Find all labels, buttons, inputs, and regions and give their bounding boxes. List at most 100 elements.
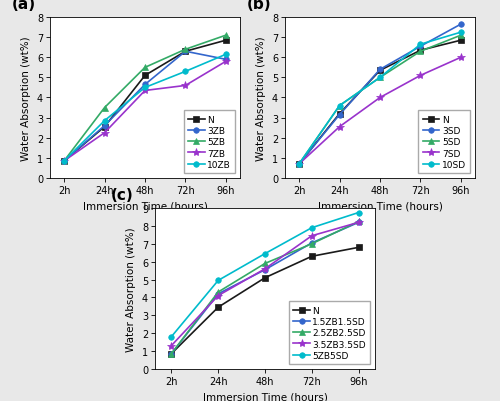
N: [168, 351, 174, 356]
Line: 3SD: 3SD: [296, 22, 464, 167]
Line: 7ZB: 7ZB: [60, 58, 230, 166]
X-axis label: Immersion Time (hours): Immersion Time (hours): [318, 201, 442, 211]
N: [102, 125, 107, 130]
3ZB: [142, 83, 148, 87]
7ZB: [142, 89, 148, 94]
Line: 5ZB: 5ZB: [60, 32, 230, 165]
X-axis label: Immersion Time (hours): Immersion Time (hours): [82, 201, 208, 211]
7SD: [458, 56, 464, 61]
Line: 3.5ZB3.5SD: 3.5ZB3.5SD: [167, 219, 363, 350]
N: [142, 74, 148, 79]
5ZB5SD: [262, 251, 268, 256]
7SD: [296, 162, 302, 167]
5SD: [418, 50, 424, 55]
Legend: N, 3SD, 5SD, 7SD, 10SD: N, 3SD, 5SD, 7SD, 10SD: [418, 111, 470, 174]
10ZB: [182, 70, 188, 75]
1.5ZB1.5SD: [262, 267, 268, 272]
1.5ZB1.5SD: [309, 241, 315, 246]
5ZB: [142, 66, 148, 71]
2.5ZB2.5SD: [215, 290, 221, 295]
Line: 1.5ZB1.5SD: 1.5ZB1.5SD: [168, 220, 362, 356]
5ZB5SD: [215, 278, 221, 283]
Legend: N, 1.5ZB1.5SD, 2.5ZB2.5SD, 3.5ZB3.5SD, 5ZB5SD: N, 1.5ZB1.5SD, 2.5ZB2.5SD, 3.5ZB3.5SD, 5…: [289, 302, 370, 365]
3.5ZB3.5SD: [215, 294, 221, 298]
10SD: [377, 76, 383, 81]
Y-axis label: Water Absorption (wt%): Water Absorption (wt%): [256, 36, 266, 160]
N: [418, 49, 424, 53]
5ZB: [61, 159, 67, 164]
3SD: [377, 68, 383, 73]
10SD: [336, 104, 342, 109]
Line: N: N: [168, 245, 362, 356]
2.5ZB2.5SD: [356, 219, 362, 224]
N: [296, 162, 302, 167]
Text: (c): (c): [111, 187, 134, 202]
5ZB: [182, 48, 188, 53]
Text: (a): (a): [12, 0, 36, 12]
3SD: [418, 45, 424, 49]
Line: N: N: [62, 38, 228, 164]
5SD: [458, 34, 464, 38]
5ZB5SD: [309, 226, 315, 231]
3.5ZB3.5SD: [262, 267, 268, 271]
N: [61, 159, 67, 164]
1.5ZB1.5SD: [215, 292, 221, 296]
7SD: [377, 96, 383, 101]
7ZB: [61, 159, 67, 164]
1.5ZB1.5SD: [168, 351, 174, 356]
N: [182, 50, 188, 55]
10ZB: [142, 86, 148, 91]
3.5ZB3.5SD: [168, 343, 174, 348]
2.5ZB2.5SD: [262, 261, 268, 266]
7ZB: [102, 131, 107, 136]
Line: 7SD: 7SD: [295, 54, 465, 168]
7SD: [336, 125, 342, 130]
2.5ZB2.5SD: [309, 242, 315, 247]
Y-axis label: Water Absorption (wt%): Water Absorption (wt%): [21, 36, 32, 160]
2.5ZB2.5SD: [168, 351, 174, 356]
N: [458, 38, 464, 43]
3.5ZB3.5SD: [356, 221, 362, 225]
3.5ZB3.5SD: [309, 234, 315, 239]
N: [262, 275, 268, 280]
5SD: [336, 104, 342, 109]
10ZB: [223, 53, 229, 57]
Line: 10ZB: 10ZB: [62, 53, 228, 164]
7ZB: [182, 84, 188, 89]
X-axis label: Immersion Time (hours): Immersion Time (hours): [202, 391, 328, 401]
3ZB: [223, 58, 229, 63]
5ZB: [223, 34, 229, 38]
10ZB: [61, 159, 67, 164]
3SD: [336, 113, 342, 118]
Line: 5ZB5SD: 5ZB5SD: [168, 210, 362, 340]
3ZB: [182, 50, 188, 55]
N: [377, 69, 383, 73]
7ZB: [223, 60, 229, 65]
N: [223, 38, 229, 43]
Line: 10SD: 10SD: [296, 30, 464, 167]
Legend: N, 3ZB, 5ZB, 7ZB, 10ZB: N, 3ZB, 5ZB, 7ZB, 10ZB: [184, 111, 236, 174]
Line: 3ZB: 3ZB: [62, 49, 228, 164]
Line: 2.5ZB2.5SD: 2.5ZB2.5SD: [168, 219, 362, 357]
7SD: [418, 74, 424, 79]
N: [215, 305, 221, 310]
5SD: [377, 76, 383, 81]
N: [309, 254, 315, 259]
3SD: [458, 22, 464, 27]
10SD: [296, 162, 302, 167]
3SD: [296, 162, 302, 167]
10ZB: [102, 119, 107, 124]
N: [336, 112, 342, 117]
1.5ZB1.5SD: [356, 221, 362, 225]
3ZB: [61, 159, 67, 164]
3ZB: [102, 124, 107, 129]
5ZB5SD: [356, 211, 362, 215]
10SD: [418, 43, 424, 47]
5ZB: [102, 106, 107, 111]
Line: 5SD: 5SD: [296, 32, 464, 168]
5ZB5SD: [168, 334, 174, 339]
Line: N: N: [296, 38, 464, 167]
N: [356, 245, 362, 250]
Y-axis label: Water Absorption (wt%): Water Absorption (wt%): [126, 227, 136, 351]
5SD: [296, 162, 302, 167]
